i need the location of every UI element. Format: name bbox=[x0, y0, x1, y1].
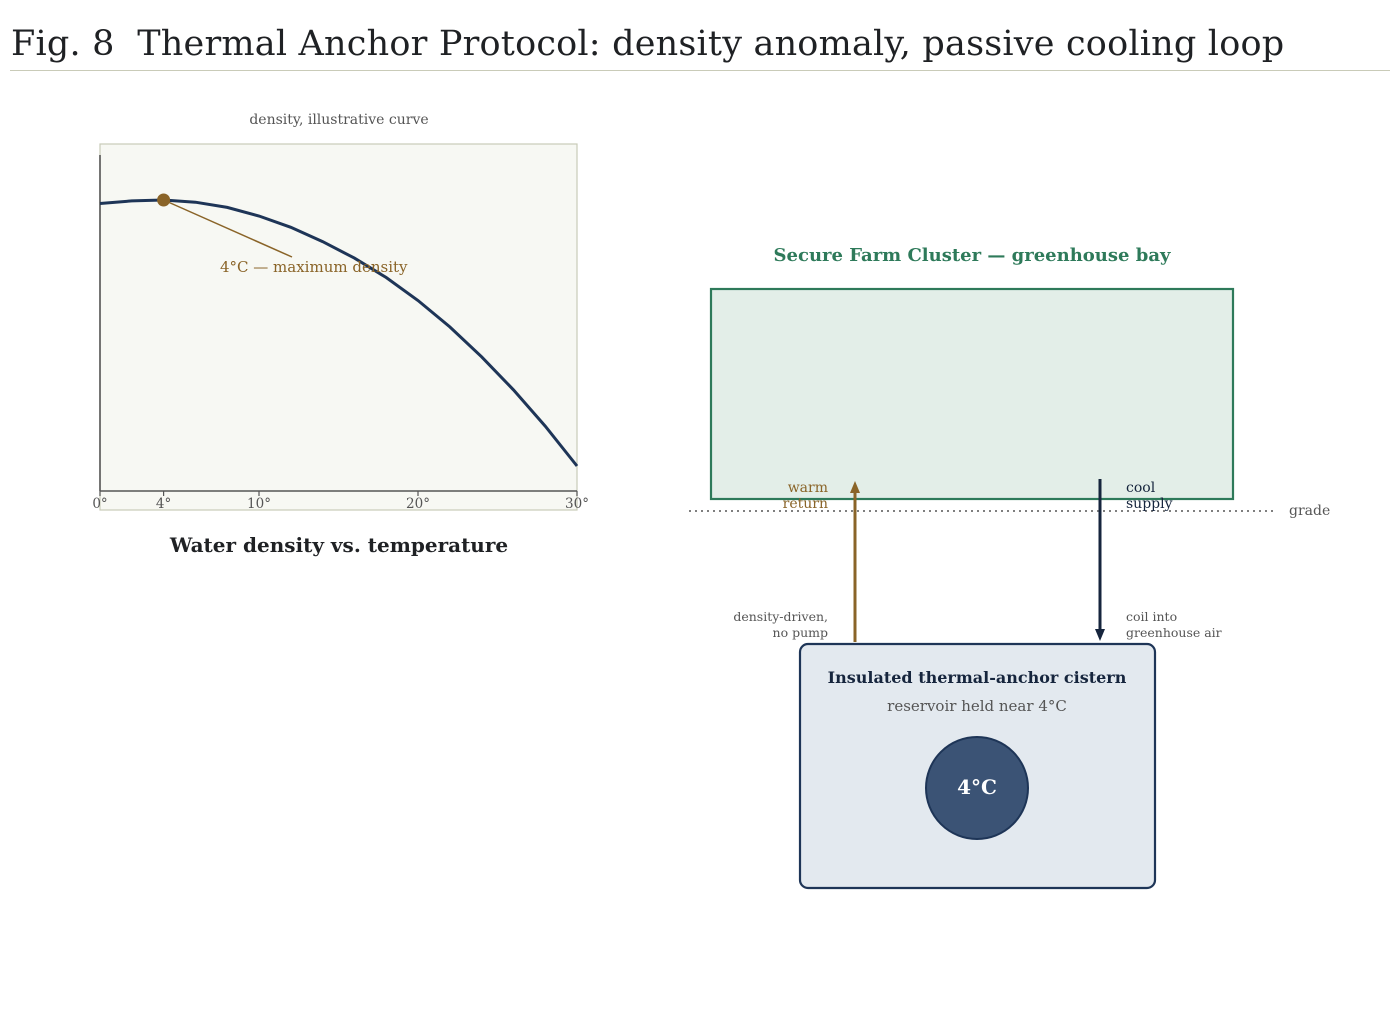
x-tick-label: 0° bbox=[92, 496, 107, 512]
max-density-point bbox=[157, 193, 171, 207]
x-tick-group: 0° 4° 10° 20° 30° bbox=[92, 491, 589, 512]
greenhouse-bay bbox=[709, 287, 1235, 501]
warm-return-label-line2: return bbox=[783, 496, 828, 512]
grade-label: grade bbox=[1289, 503, 1330, 519]
greenhouse-label: Secure Farm Cluster — greenhouse bay bbox=[774, 245, 1171, 266]
annotation-leader bbox=[163, 199, 293, 258]
chart-title: Water density vs. temperature bbox=[169, 533, 508, 557]
x-tick-label: 20° bbox=[406, 496, 430, 512]
warm-return-arrowhead bbox=[850, 481, 860, 493]
cistern-subtitle: reservoir held near 4°C bbox=[887, 697, 1067, 715]
warm-return-note-line2: no pump bbox=[773, 625, 828, 640]
plot-area bbox=[99, 143, 578, 511]
cistern-title: Insulated thermal-anchor cistern bbox=[828, 668, 1127, 687]
warm-return-note-line1: density-driven, bbox=[733, 609, 828, 624]
cool-supply-note-line1: coil into bbox=[1126, 609, 1177, 624]
max-density-annotation: 4°C — maximum density bbox=[220, 258, 408, 276]
cool-supply-label-line2: supply bbox=[1126, 496, 1173, 512]
cool-supply-label-line1: cool bbox=[1126, 480, 1156, 496]
cool-supply-note-line2: greenhouse air bbox=[1126, 625, 1222, 640]
temperature-badge-label: 4°C bbox=[957, 775, 997, 799]
chart-subtitle: density, illustrative curve bbox=[249, 112, 428, 128]
x-tick-label: 30° bbox=[565, 496, 589, 512]
density-chart: density, illustrative curve 0° 4° 10° 20° 30… bbox=[92, 112, 589, 557]
figure-title: Fig. 8 Thermal Anchor Protocol: density … bbox=[11, 24, 1285, 64]
warm-return-label-line1: warm bbox=[788, 480, 828, 496]
cool-supply-arrowhead bbox=[1095, 629, 1105, 641]
title-rule bbox=[10, 70, 1390, 71]
x-tick-label: 4° bbox=[156, 496, 171, 512]
cooling-loop-diagram: Secure Farm Cluster — greenhouse bay gra… bbox=[689, 245, 1330, 890]
x-tick-label: 10° bbox=[247, 496, 271, 512]
temperature-badge bbox=[925, 736, 1029, 840]
density-curve bbox=[99, 198, 579, 467]
